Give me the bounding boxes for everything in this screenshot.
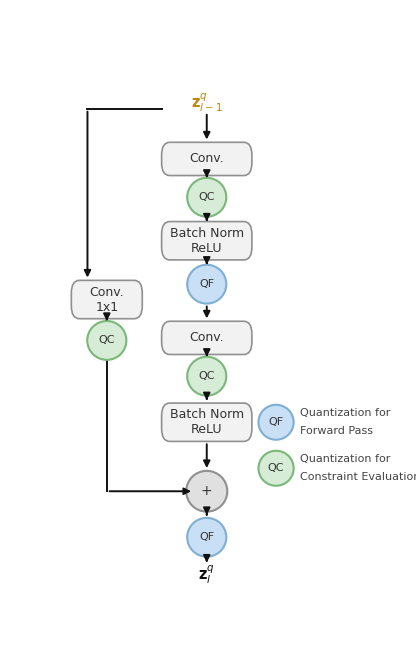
Text: Forward Pass: Forward Pass [300, 426, 373, 436]
Text: Batch Norm
ReLU: Batch Norm ReLU [170, 226, 244, 255]
FancyBboxPatch shape [161, 142, 252, 175]
Ellipse shape [186, 471, 227, 512]
Text: Quantization for: Quantization for [300, 408, 391, 418]
Text: QC: QC [198, 371, 215, 381]
FancyBboxPatch shape [161, 403, 252, 442]
Text: QC: QC [268, 463, 284, 473]
Text: Conv.: Conv. [189, 331, 224, 345]
FancyBboxPatch shape [72, 280, 142, 319]
FancyBboxPatch shape [161, 321, 252, 355]
Ellipse shape [258, 405, 294, 440]
Text: +: + [201, 484, 213, 498]
Text: QF: QF [268, 417, 284, 427]
Text: $\mathbf{z}^q_{l-1}$: $\mathbf{z}^q_{l-1}$ [191, 92, 223, 114]
Text: Quantization for: Quantization for [300, 454, 391, 464]
Ellipse shape [258, 451, 294, 486]
Text: QC: QC [99, 335, 115, 345]
Text: Conv.
1x1: Conv. 1x1 [89, 286, 124, 313]
Text: $\mathbf{z}^q_l$: $\mathbf{z}^q_l$ [198, 563, 215, 586]
Text: QF: QF [199, 533, 214, 542]
Text: Batch Norm
ReLU: Batch Norm ReLU [170, 408, 244, 436]
Text: Constraint Evaluation: Constraint Evaluation [300, 473, 416, 483]
Ellipse shape [187, 357, 226, 396]
FancyBboxPatch shape [161, 222, 252, 260]
Text: QC: QC [198, 193, 215, 203]
Ellipse shape [187, 518, 226, 556]
Ellipse shape [187, 178, 226, 216]
Text: QF: QF [199, 279, 214, 290]
Ellipse shape [87, 321, 126, 360]
Ellipse shape [187, 265, 226, 303]
Text: Conv.: Conv. [189, 153, 224, 165]
